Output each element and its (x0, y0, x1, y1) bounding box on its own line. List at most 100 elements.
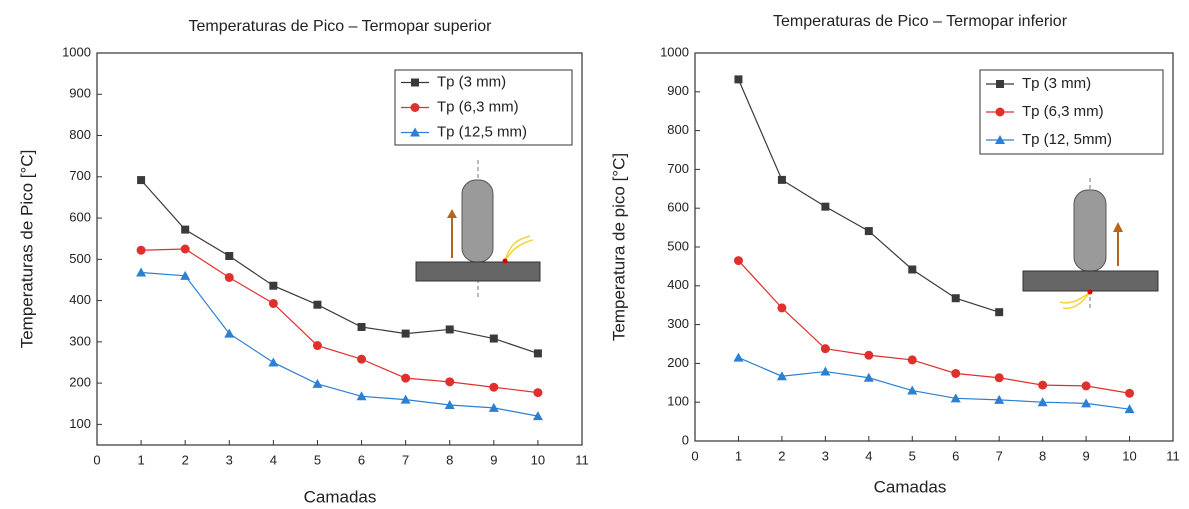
chart: Temperaturas de Pico – Termopar superior… (17, 18, 588, 506)
x-tick-label: 11 (1166, 448, 1180, 463)
x-tick-label: 7 (996, 448, 1003, 463)
legend-marker (995, 107, 1005, 117)
marker (776, 371, 787, 381)
marker (1125, 388, 1135, 398)
y-tick-label: 900 (69, 86, 91, 101)
marker (864, 227, 873, 236)
chart: Temperaturas de Pico – Termopar inferior… (609, 13, 1179, 496)
y-tick-label: 400 (69, 292, 91, 307)
y-tick-label: 1000 (660, 44, 689, 59)
marker (821, 202, 830, 211)
legend: Tp (3 mm) Tp (6,3 mm) Tp (12, 5mm) (979, 69, 1164, 155)
plot-frame (96, 52, 583, 446)
marker (864, 350, 874, 360)
y-tick-label: 700 (69, 168, 91, 183)
marker (401, 329, 410, 338)
marker (1124, 404, 1135, 414)
marker (863, 372, 874, 382)
marker (1038, 380, 1048, 390)
y-tick-label: 600 (69, 209, 91, 224)
marker (401, 373, 411, 383)
series-line (738, 357, 1130, 410)
legend-marker (995, 135, 1005, 144)
marker (445, 377, 455, 387)
y-axis-label: Temperatura de pico [°C] (609, 153, 628, 341)
x-tick-label: 2 (778, 448, 785, 463)
y-tick-label: 800 (667, 122, 689, 137)
legend-label: Tp (6,3 mm) (437, 98, 519, 115)
legend-marker (411, 78, 419, 87)
marker (951, 294, 960, 303)
marker (733, 256, 743, 266)
insets (415, 160, 1159, 310)
marker (489, 334, 498, 343)
marker (533, 349, 542, 358)
x-tick-label: 5 (314, 452, 321, 467)
marker (820, 344, 830, 354)
legend-label: Tp (12,5 mm) (437, 123, 527, 140)
x-tick-label: 5 (909, 448, 916, 463)
marker (1037, 397, 1048, 407)
marker (224, 328, 235, 338)
y-tick-label: 500 (69, 251, 91, 266)
marker (488, 402, 499, 412)
x-tick-label: 6 (952, 448, 959, 463)
marker (1081, 398, 1092, 408)
x-tick-label: 0 (93, 452, 100, 467)
series-line (737, 79, 1000, 313)
x-tick-label: 2 (182, 452, 189, 467)
x-tick-label: 1 (137, 452, 144, 467)
x-tick-label: 10 (531, 452, 545, 467)
marker (224, 272, 234, 282)
marker (180, 244, 190, 254)
marker (356, 391, 367, 401)
legend-label: Tp (3 mm) (1022, 75, 1091, 92)
x-tick-label: 9 (490, 452, 497, 467)
marker (489, 382, 499, 392)
marker (312, 378, 323, 388)
x-tick-label: 4 (865, 448, 872, 463)
y-tick-label: 100 (69, 416, 91, 431)
marker (180, 270, 191, 280)
marker (908, 265, 917, 274)
x-tick-label: 10 (1122, 448, 1136, 463)
marker (225, 252, 234, 261)
marker (532, 411, 543, 421)
marker (1081, 381, 1091, 391)
marker (995, 308, 1004, 317)
y-tick-label: 0 (682, 432, 689, 447)
legend-marker (410, 127, 420, 137)
legend-marker (410, 103, 420, 112)
marker (313, 300, 322, 309)
marker (400, 394, 411, 404)
legend-label: Tp (12, 5mm) (1022, 131, 1112, 148)
series-line (141, 248, 538, 394)
marker (907, 385, 918, 395)
legend-label: Tp (6,3 mm) (1022, 103, 1104, 120)
y-tick-label: 500 (667, 238, 689, 253)
x-tick-label: 7 (402, 452, 409, 467)
x-tick-label: 6 (358, 452, 365, 467)
x-axis-label: Camadas (874, 477, 947, 496)
chart-title: Temperaturas de Pico – Termopar inferior (773, 13, 1068, 30)
inset-diagram-top (415, 160, 541, 300)
series-line (738, 260, 1130, 394)
x-tick-label: 3 (226, 452, 233, 467)
legend-marker (996, 80, 1004, 88)
marker (268, 298, 278, 308)
y-tick-label: 700 (667, 161, 689, 176)
x-axis-label: Camadas (304, 487, 377, 506)
marker (181, 225, 190, 234)
series-line (141, 271, 539, 417)
marker (734, 75, 743, 84)
x-tick-label: 1 (735, 448, 742, 463)
marker (269, 281, 278, 290)
marker (820, 366, 831, 376)
y-tick-label: 400 (667, 277, 689, 292)
x-tick-label: 4 (270, 452, 277, 467)
y-tick-label: 1000 (62, 44, 91, 59)
y-tick-label: 300 (69, 333, 91, 348)
y-axis-label: Temperaturas de Pico [°C] (17, 150, 36, 349)
marker (312, 341, 322, 351)
marker (994, 373, 1004, 383)
